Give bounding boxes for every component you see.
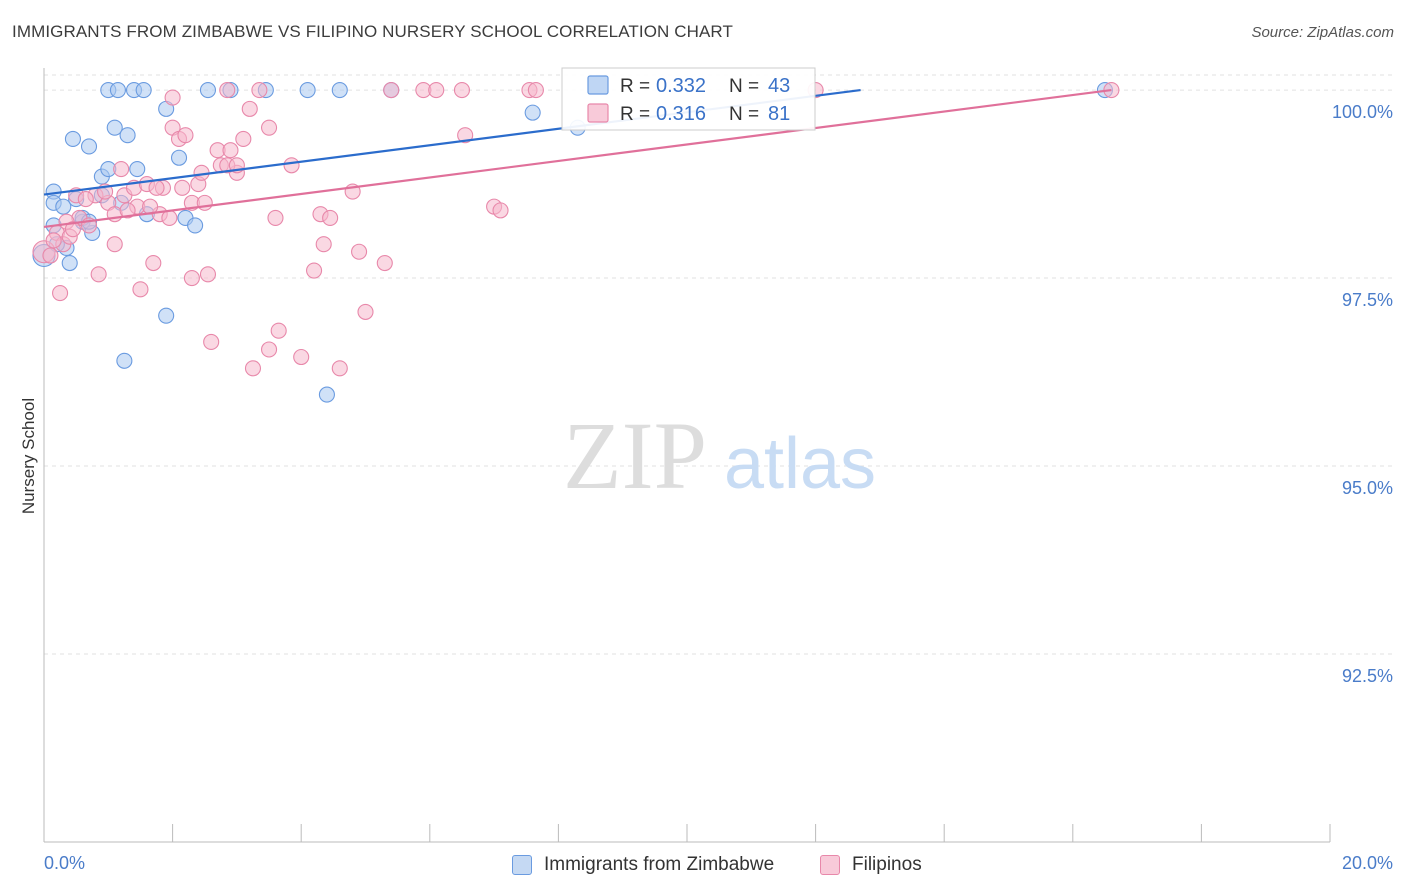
legend-item-filipinos[interactable]: Filipinos [820,850,922,880]
point-zimbabwe [318,386,335,403]
point-filipinos [203,333,220,351]
point-filipinos [315,236,332,253]
point-filipinos [148,179,165,196]
watermark-atlas: atlas [724,424,876,504]
stats-r-label: R = [620,76,650,97]
chart-source: Source: ZipAtlas.com [1251,24,1394,41]
point-zimbabwe [119,127,136,144]
point-filipinos [376,254,393,272]
legend-item-zimbabwe[interactable]: Immigrants from Zimbabwe [512,850,774,880]
axis-layer: 100.0% 97.5% 95.0% 92.5% 0.0% 20.0% [43,68,1393,873]
point-filipinos [183,270,200,287]
point-filipinos [113,160,130,178]
legend-swatch-filipinos [820,855,840,875]
point-filipinos [428,82,445,99]
point-filipinos [244,360,262,377]
point-filipinos [283,157,300,174]
legend-swatch-zimbabwe [512,855,532,875]
point-filipinos [161,209,178,226]
point-filipinos [174,179,191,196]
point-filipinos [322,209,339,226]
point-zimbabwe [524,104,541,121]
point-filipinos [119,202,136,219]
stats-r-value: 0.316 [656,103,706,125]
point-zimbabwe [331,82,348,99]
point-filipinos [267,209,284,226]
point-zimbabwe [199,82,217,99]
point-zimbabwe [299,82,316,99]
point-filipinos [164,89,181,106]
series-legend: Immigrants from Zimbabwe Filipinos [0,850,1406,880]
point-filipinos [199,266,217,283]
point-filipinos [132,281,149,298]
y-tick-label: 95.0% [1342,478,1393,498]
point-filipinos [453,82,471,99]
watermark: ZIP atlas [563,402,876,509]
point-filipinos [219,82,236,99]
x-tick-label-left: 0.0% [44,853,85,873]
point-filipinos [270,322,287,339]
point-zimbabwe [187,217,204,234]
point-filipinos [331,360,348,377]
y-tick-label: 100.0% [1332,102,1393,122]
point-filipinos [251,82,268,99]
point-filipinos [235,130,252,148]
chart-title: IMMIGRANTS FROM ZIMBABWE VS FILIPINO NUR… [12,22,733,41]
point-zimbabwe [170,149,188,166]
point-filipinos [260,341,278,358]
point-filipinos [77,191,94,208]
point-filipinos [45,232,62,249]
point-filipinos [457,127,474,144]
point-zimbabwe [55,198,72,215]
point-filipinos [106,236,123,253]
point-filipinos [222,142,239,159]
point-filipinos [52,285,69,302]
point-zimbabwe [64,130,81,148]
stats-n-value: 81 [768,103,790,125]
legend-label-filipinos: Filipinos [852,854,922,875]
point-zimbabwe [61,254,78,272]
stats-swatch [587,103,609,123]
point-zimbabwe [158,307,175,324]
point-filipinos [145,254,162,272]
y-axis-label: Nursery School [19,398,38,514]
x-tick-label-right: 20.0% [1342,853,1393,873]
stats-n-value: 43 [768,75,790,97]
point-zimbabwe [80,138,98,155]
stats-r-label: R = [620,104,650,125]
stats-legend: R = 0.332 N = 43 R = 0.316 N = 81 [561,67,816,131]
point-filipinos [177,127,194,144]
point-filipinos [306,262,323,279]
point-filipinos [90,266,107,283]
stats-r-value: 0.332 [656,75,706,97]
y-tick-label: 92.5% [1342,666,1393,686]
point-zimbabwe [116,352,133,369]
legend-label-zimbabwe: Immigrants from Zimbabwe [544,854,775,875]
points-layer [32,82,1120,403]
watermark-zip: ZIP [563,402,707,509]
point-filipinos [196,194,213,211]
point-zimbabwe [109,82,126,99]
trend-line-filipinos [43,88,1112,229]
point-zimbabwe [106,119,123,136]
point-filipinos [293,348,310,366]
point-filipinos [260,119,278,136]
point-filipinos [42,247,59,264]
point-filipinos [64,221,81,238]
stats-n-label: N = [729,104,759,125]
point-filipinos [357,303,374,320]
y-tick-label: 97.5% [1342,290,1393,310]
point-zimbabwe [135,82,152,99]
stats-n-label: N = [729,76,759,97]
point-filipinos [383,82,400,99]
point-filipinos [351,243,368,260]
point-filipinos [241,100,258,117]
stats-swatch [587,75,609,95]
point-filipinos [492,202,509,219]
point-filipinos [527,82,544,99]
point-zimbabwe [129,160,146,178]
